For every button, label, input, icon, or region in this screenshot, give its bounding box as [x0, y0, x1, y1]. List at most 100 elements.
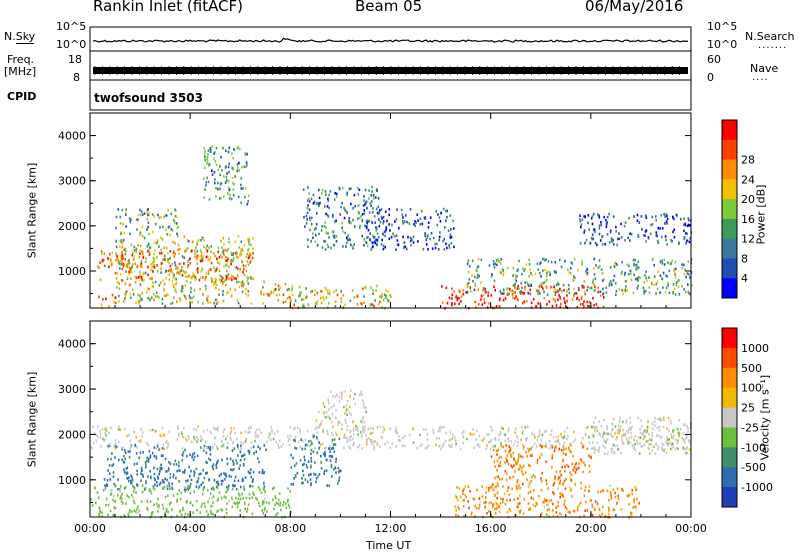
power-cell — [326, 205, 329, 208]
velocity-cell — [504, 439, 507, 443]
power-cell — [546, 271, 548, 275]
power-cell — [160, 236, 162, 240]
velocity-cell — [258, 504, 261, 508]
velocity-cell — [566, 426, 569, 430]
power-cell — [403, 220, 406, 223]
velocity-cell — [654, 452, 657, 455]
velocity-cell — [349, 395, 351, 398]
power-cell — [151, 296, 153, 299]
power-cell — [312, 193, 315, 197]
power-cell — [302, 188, 305, 191]
power-cell — [481, 303, 484, 306]
power-cell — [392, 232, 394, 236]
power-cell — [439, 220, 442, 223]
power-cell — [413, 223, 415, 226]
velocity-cell — [529, 454, 532, 457]
velocity-cell — [263, 444, 266, 447]
power-cell — [247, 200, 249, 203]
velocity-cell — [555, 511, 558, 514]
power-cell — [215, 146, 218, 150]
velocity-cell — [580, 460, 583, 463]
power-cell — [506, 266, 509, 270]
velocity-cell — [240, 431, 242, 435]
nsky-strip-frame — [89, 26, 692, 52]
power-cell — [158, 296, 160, 299]
power-cell — [681, 263, 683, 266]
velocity-cell — [510, 455, 513, 458]
velocity-cell — [214, 427, 217, 431]
power-cell — [168, 278, 171, 281]
power-cell — [379, 300, 381, 304]
velocity-cell — [295, 462, 298, 465]
velocity-cell — [606, 438, 609, 441]
power-cell — [356, 303, 359, 306]
power-cell — [518, 259, 520, 263]
power-cell — [115, 277, 118, 280]
velocity-cell — [256, 435, 259, 439]
power-cell — [242, 270, 244, 274]
velocity-cell — [90, 447, 93, 450]
power-cell — [638, 221, 641, 224]
velocity-cell — [631, 492, 633, 496]
velocity-cell — [504, 502, 507, 506]
power-cell — [139, 213, 142, 217]
power-cell — [498, 260, 500, 263]
velocity-cell — [307, 444, 309, 447]
power-cell — [442, 207, 445, 211]
power-cell — [120, 272, 122, 276]
power-cell — [217, 250, 220, 254]
velocity-cell — [166, 469, 168, 473]
velocity-cell — [231, 468, 234, 472]
velocity-cell — [338, 479, 340, 482]
power-cell — [108, 305, 111, 309]
velocity-cell — [478, 507, 480, 510]
velocity-cell — [228, 474, 230, 478]
velocity-cell — [324, 450, 326, 454]
velocity-cell — [321, 442, 324, 445]
velocity-cell — [205, 510, 208, 513]
power-cell — [324, 286, 327, 290]
power-cell — [125, 264, 128, 268]
velocity-cell — [478, 504, 481, 507]
velocity-cell — [112, 513, 115, 517]
velocity-cell — [168, 503, 171, 506]
power-cell — [340, 300, 343, 303]
velocity-cell — [239, 497, 242, 501]
power-cell — [199, 276, 202, 279]
velocity-cell — [225, 475, 228, 478]
velocity-cell — [196, 480, 198, 484]
velocity-cell — [332, 425, 334, 429]
velocity-cell — [346, 428, 348, 432]
velocity-cell — [92, 425, 94, 429]
velocity-cell — [488, 487, 490, 490]
velocity-cell — [234, 475, 237, 479]
power-cell — [593, 283, 596, 286]
velocity-cell — [322, 402, 325, 405]
velocity-cell — [262, 487, 265, 491]
power-cell — [139, 208, 141, 212]
velocity-cell — [155, 457, 158, 460]
power-cell — [310, 197, 313, 201]
power-cell — [597, 266, 600, 269]
velocity-cell — [302, 481, 304, 485]
power-cell — [228, 146, 231, 150]
power-cell — [314, 240, 317, 244]
power-cell — [376, 189, 378, 192]
velocity-cell — [112, 463, 115, 466]
velocity-cell — [479, 500, 482, 504]
power-cell — [203, 196, 205, 199]
power-cell — [128, 270, 130, 274]
velocity-cell — [160, 463, 162, 467]
power-cell — [366, 244, 369, 248]
velocity-cell — [330, 441, 333, 444]
power-cell — [633, 273, 635, 277]
velocity-cell — [507, 437, 509, 440]
power-cell — [250, 302, 253, 305]
velocity-cell — [215, 466, 218, 469]
velocity-cell — [513, 443, 515, 446]
power-cell — [121, 267, 124, 271]
power-cell — [314, 302, 317, 305]
power-cell — [451, 287, 453, 291]
velocity-cell — [129, 450, 131, 453]
velocity-cell — [612, 443, 614, 446]
